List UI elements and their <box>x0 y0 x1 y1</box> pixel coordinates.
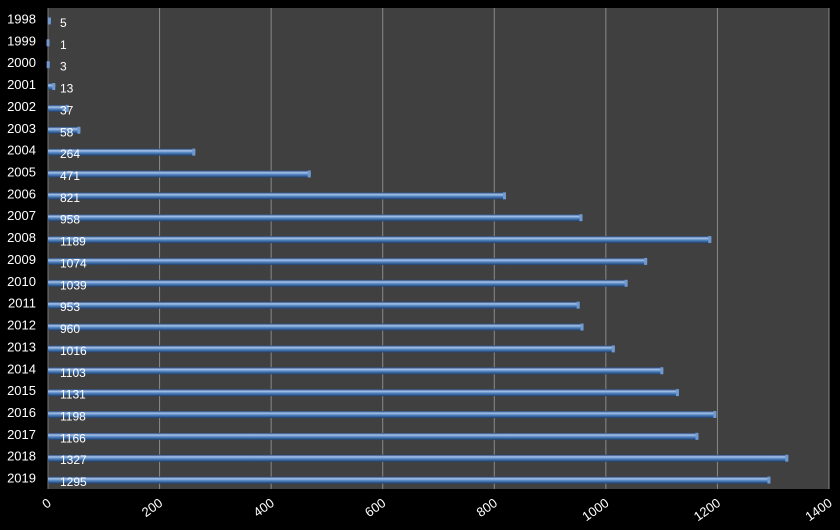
data-label: 1016 <box>60 344 87 358</box>
data-label: 1189 <box>60 235 86 249</box>
category-label: 2013 <box>7 339 36 354</box>
data-label: 1198 <box>60 409 86 423</box>
bar-2018 <box>48 454 789 462</box>
category-label: 2012 <box>7 318 36 333</box>
data-label: 264 <box>60 147 80 161</box>
data-label: 1295 <box>60 475 87 489</box>
category-label: 2016 <box>7 405 36 420</box>
bar-cap-2008 <box>708 236 712 244</box>
category-label: 2006 <box>7 186 36 201</box>
data-label: 3 <box>60 60 67 74</box>
category-label: 1999 <box>7 33 36 48</box>
bar-cap-2001 <box>52 83 56 91</box>
bar-2006 <box>48 192 507 200</box>
bar-2015 <box>48 389 679 397</box>
data-label: 821 <box>60 191 80 205</box>
bar-cap-2009 <box>644 257 648 265</box>
data-label: 953 <box>60 300 80 314</box>
bar-2003 <box>48 126 81 134</box>
data-label: 37 <box>60 103 74 117</box>
category-label: 2017 <box>7 427 36 442</box>
category-label: 2014 <box>7 361 36 376</box>
plot-area <box>48 8 829 489</box>
category-label: 2009 <box>7 252 36 267</box>
data-label: 1166 <box>60 431 86 445</box>
bar-2010 <box>48 279 628 287</box>
category-labels: 1998 1999 2000 2001 2002 2003 2004 2005 2006 2007… <box>7 11 36 485</box>
bar-cap-2000 <box>46 61 50 69</box>
data-label: 1039 <box>60 278 87 292</box>
category-label: 2011 <box>8 296 36 311</box>
category-label: 2008 <box>7 230 36 245</box>
bar-cap-2002 <box>65 104 69 112</box>
bar-cap-2015 <box>675 389 679 397</box>
bar-cap-1999 <box>46 39 50 47</box>
category-label: 2010 <box>7 274 36 289</box>
bar-cap-2019 <box>767 476 771 484</box>
data-label: 1 <box>60 38 67 52</box>
bar-2017 <box>48 432 699 440</box>
bar-cap-2011 <box>576 301 580 309</box>
bar-2002 <box>48 104 69 112</box>
bar-2005 <box>48 170 311 178</box>
bar-2004 <box>48 148 196 156</box>
bar-cap-2013 <box>611 345 615 353</box>
category-label: 2007 <box>7 208 36 223</box>
data-label: 958 <box>60 213 80 227</box>
bar-cap-2007 <box>579 214 583 222</box>
bar-cap-2006 <box>503 192 507 200</box>
bars <box>46 17 789 484</box>
data-label: 960 <box>60 322 80 336</box>
category-label: 2005 <box>7 164 36 179</box>
bar-cap-2012 <box>580 323 584 331</box>
bar-cap-2005 <box>307 170 311 178</box>
bar-cap-2018 <box>785 454 789 462</box>
category-label: 2004 <box>7 143 36 158</box>
bar-cap-2010 <box>624 279 628 287</box>
bar-2011 <box>48 301 580 309</box>
category-label: 2019 <box>7 471 36 486</box>
bar-cap-2004 <box>192 148 196 156</box>
data-label: 58 <box>60 125 74 139</box>
data-label: 1074 <box>60 256 87 270</box>
data-label: 471 <box>60 169 80 183</box>
bar-cap-2016 <box>713 410 717 418</box>
bar-2013 <box>48 345 615 353</box>
bar-2016 <box>48 410 717 418</box>
category-label: 2002 <box>7 99 36 114</box>
bar-2014 <box>48 367 664 375</box>
bar-cap-1998 <box>47 17 51 25</box>
data-label: 5 <box>60 16 67 30</box>
category-label: 2000 <box>7 55 36 70</box>
data-label: 13 <box>60 82 74 96</box>
category-label: 2018 <box>7 449 36 464</box>
bar-2009 <box>48 257 648 265</box>
bar-2019 <box>48 476 771 484</box>
bar-2008 <box>48 236 712 244</box>
bar-cap-2017 <box>695 432 699 440</box>
bar-2012 <box>48 323 584 331</box>
category-label: 2001 <box>7 77 36 92</box>
bar-2007 <box>48 214 583 222</box>
bar-cap-2014 <box>660 367 664 375</box>
category-label: 1998 <box>7 11 36 26</box>
data-label: 1327 <box>60 453 87 467</box>
data-label: 1131 <box>60 388 86 402</box>
bar-cap-2003 <box>77 126 81 134</box>
data-labels: 5131337582644718219581189107410399539601… <box>60 16 87 489</box>
category-label: 2003 <box>7 121 36 136</box>
data-label: 1103 <box>60 366 86 380</box>
category-label: 2015 <box>7 383 36 398</box>
